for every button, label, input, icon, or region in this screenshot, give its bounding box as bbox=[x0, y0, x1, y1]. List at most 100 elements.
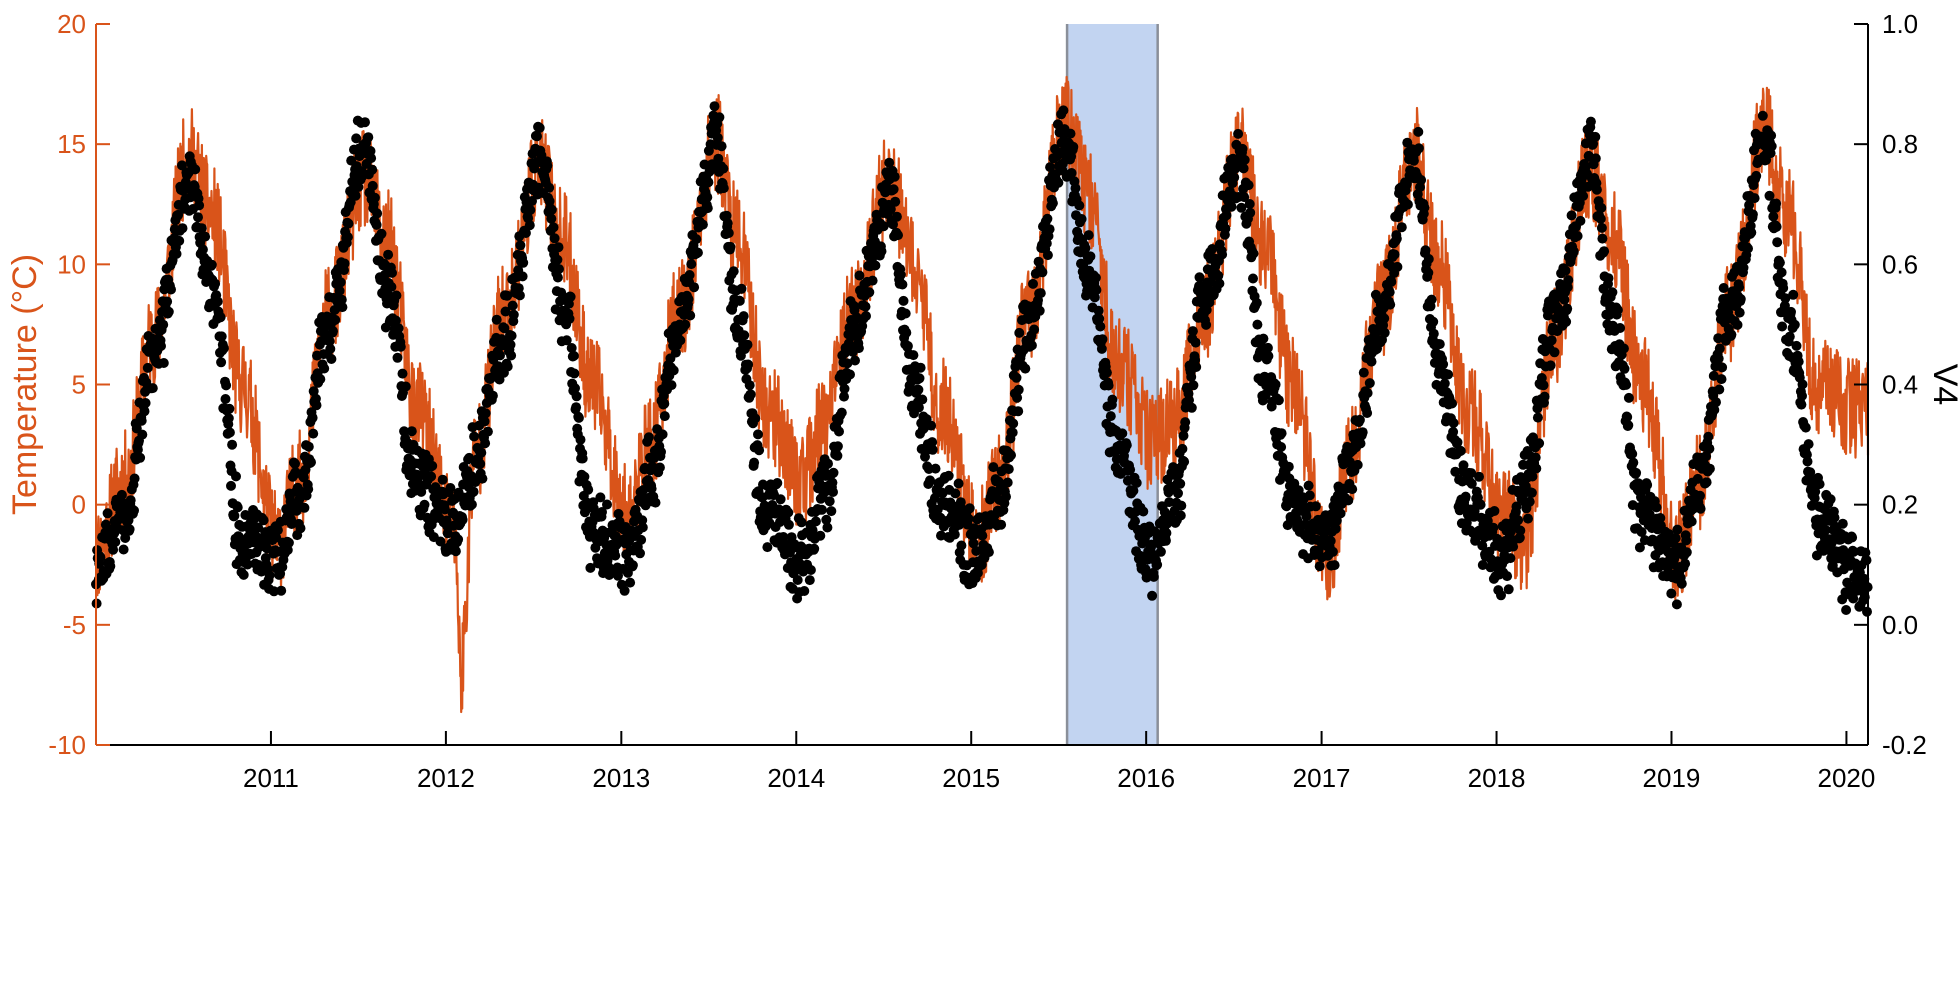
v4-point bbox=[964, 503, 975, 514]
v4-point bbox=[200, 231, 211, 242]
v4-point bbox=[853, 343, 864, 354]
v4-point bbox=[233, 531, 244, 542]
v4-point bbox=[486, 372, 497, 383]
v4-point bbox=[342, 232, 353, 243]
v4-point bbox=[1044, 224, 1055, 235]
v4-point bbox=[1303, 480, 1314, 491]
v4-point bbox=[686, 259, 697, 270]
v4-point bbox=[1310, 501, 1321, 512]
v4-point bbox=[1768, 211, 1779, 222]
v4-point bbox=[1152, 559, 1163, 570]
v4-point bbox=[1560, 265, 1571, 276]
v4-point bbox=[1379, 327, 1390, 338]
v4-point bbox=[1488, 522, 1499, 533]
v4-point bbox=[367, 180, 378, 191]
v4-point bbox=[162, 296, 173, 307]
v4-point bbox=[893, 230, 903, 241]
v4-point bbox=[414, 478, 424, 489]
v4-point bbox=[1450, 466, 1461, 477]
v4-point bbox=[376, 228, 387, 239]
v4-point bbox=[1217, 249, 1228, 260]
v4-point bbox=[836, 407, 847, 418]
v4-point bbox=[725, 241, 736, 252]
v4-point bbox=[828, 487, 838, 497]
v4-point bbox=[1220, 223, 1231, 234]
v4-point bbox=[1825, 494, 1836, 505]
v4-point bbox=[983, 547, 994, 558]
v4-point bbox=[105, 561, 116, 572]
v4-point bbox=[1194, 272, 1205, 283]
v4-point bbox=[613, 570, 623, 581]
v4-point bbox=[393, 323, 404, 334]
v4-point bbox=[325, 343, 336, 354]
v4-point bbox=[1771, 198, 1782, 209]
v4-point bbox=[850, 355, 860, 366]
v4-point bbox=[1596, 222, 1607, 233]
v4-point bbox=[1013, 384, 1024, 395]
v4-point bbox=[1034, 305, 1045, 316]
v4-point bbox=[1221, 210, 1232, 221]
v4-point bbox=[595, 492, 606, 503]
v4-point bbox=[1704, 463, 1715, 474]
v4-point bbox=[925, 475, 935, 486]
v4-point bbox=[1776, 267, 1787, 278]
v4-point bbox=[1258, 333, 1269, 344]
v4-point bbox=[1695, 503, 1706, 514]
v4-point bbox=[1559, 294, 1570, 305]
v4-point bbox=[1423, 254, 1434, 264]
v4-point bbox=[1201, 305, 1212, 315]
v4-point bbox=[221, 380, 232, 391]
v4-point bbox=[369, 192, 380, 203]
v4-point bbox=[194, 200, 205, 211]
v4-point bbox=[1148, 571, 1159, 582]
v4-point bbox=[807, 525, 818, 536]
v4-point bbox=[224, 427, 235, 438]
v4-point bbox=[810, 516, 821, 527]
v4-point bbox=[1477, 560, 1488, 570]
v4-point bbox=[514, 290, 525, 301]
v4-point bbox=[1354, 414, 1365, 425]
v4-point bbox=[1362, 388, 1373, 398]
v4-point bbox=[963, 513, 974, 524]
v4-point bbox=[371, 219, 382, 230]
v4-point bbox=[570, 383, 580, 394]
v4-point bbox=[1545, 360, 1556, 371]
v4-point bbox=[1420, 245, 1431, 256]
v4-point bbox=[1797, 379, 1808, 390]
v4-point bbox=[915, 362, 926, 373]
v4-point bbox=[1701, 477, 1712, 488]
v4-point bbox=[635, 548, 645, 559]
v4-point bbox=[1572, 231, 1583, 241]
v4-point bbox=[1175, 510, 1186, 521]
v4-point bbox=[1496, 590, 1506, 601]
v4-point bbox=[136, 415, 147, 426]
v4-point bbox=[1248, 248, 1259, 259]
y-tick-label-right: 0.8 bbox=[1882, 129, 1918, 159]
v4-point bbox=[577, 453, 588, 464]
v4-point bbox=[1248, 273, 1258, 284]
v4-point bbox=[1524, 496, 1535, 507]
v4-point bbox=[1805, 467, 1816, 478]
v4-point bbox=[888, 184, 899, 195]
v4-point bbox=[1621, 379, 1632, 390]
y-tick-label-right: 0.2 bbox=[1882, 490, 1918, 520]
v4-point bbox=[1029, 324, 1040, 335]
x-tick-label: 2020 bbox=[1818, 763, 1876, 793]
y-tick-label-left: 20 bbox=[57, 9, 86, 39]
v4-point bbox=[500, 306, 511, 317]
v4-point bbox=[1757, 110, 1768, 121]
v4-point bbox=[363, 132, 374, 143]
v4-point bbox=[1713, 353, 1724, 364]
v4-point bbox=[1474, 471, 1484, 482]
axes: -10 -5 0 5 10 15 20 -0.2 0.0 0.2 0.4 0.6 0.8 1.0 2011 2… bbox=[48, 9, 1926, 793]
v4-point bbox=[1125, 464, 1136, 475]
v4-point bbox=[926, 420, 937, 431]
v4-point bbox=[1784, 331, 1795, 342]
v4-point bbox=[1094, 313, 1105, 324]
v4-point bbox=[1634, 542, 1645, 553]
v4-point bbox=[762, 542, 773, 553]
v4-point bbox=[223, 413, 234, 424]
v4-point bbox=[336, 294, 347, 305]
v4-point bbox=[657, 429, 668, 440]
v4-point bbox=[1636, 527, 1647, 537]
